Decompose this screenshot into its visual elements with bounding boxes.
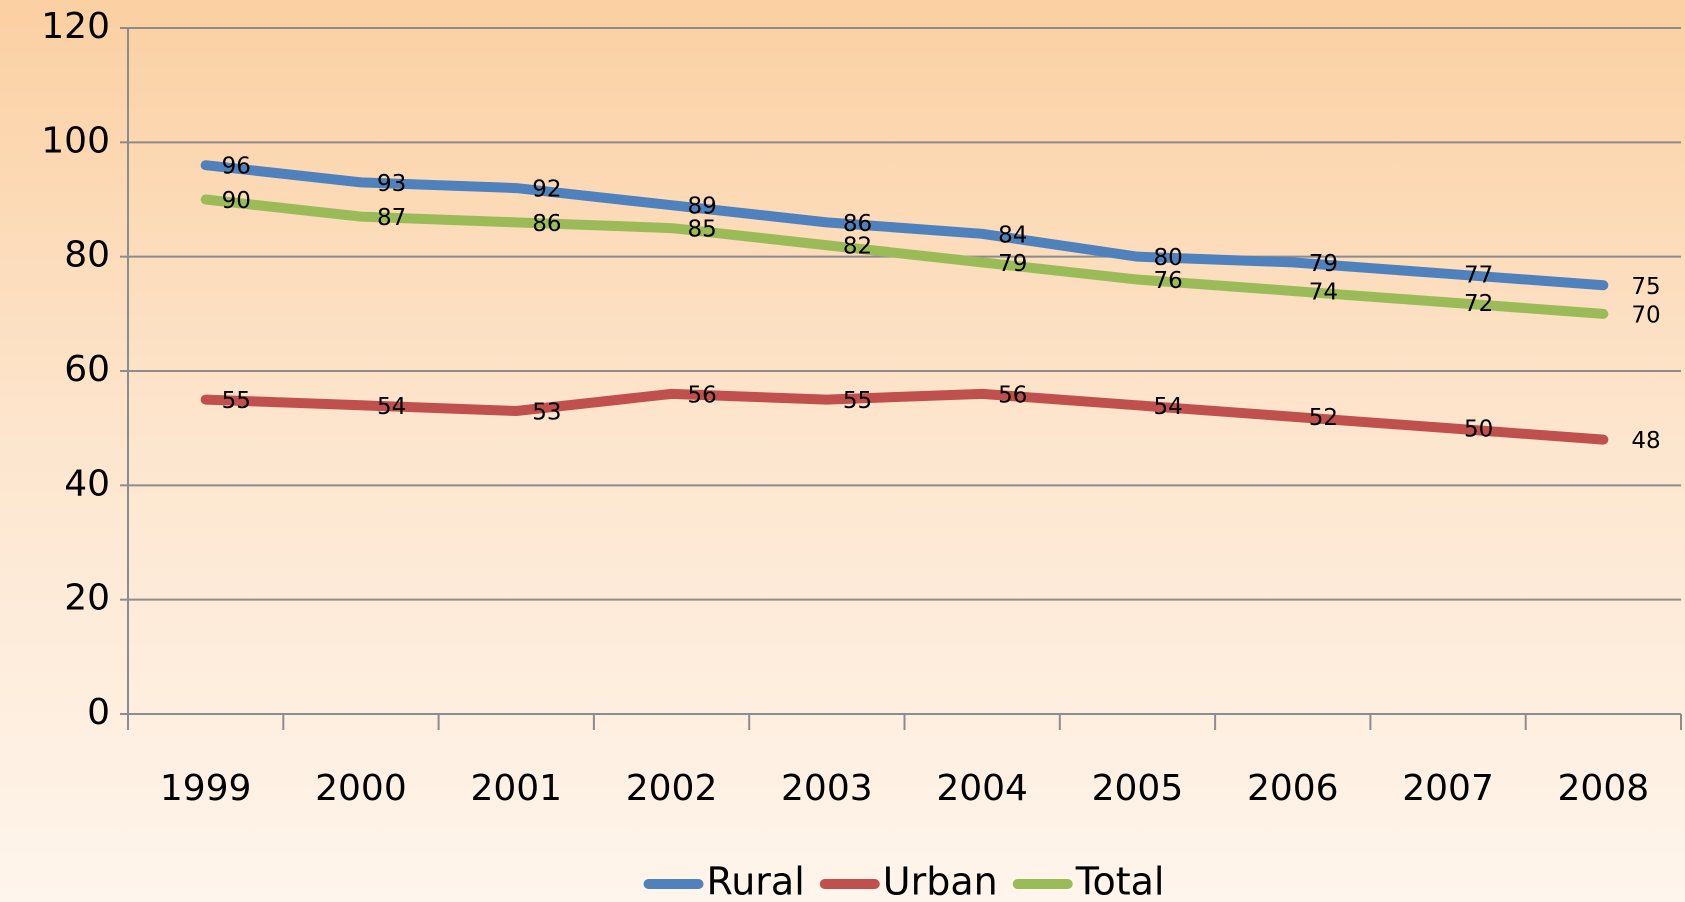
data-label: 82 xyxy=(843,234,872,260)
data-label: 90 xyxy=(222,188,251,214)
y-tick-label: 20 xyxy=(64,578,110,619)
data-label: 85 xyxy=(688,217,717,243)
data-label: 79 xyxy=(998,251,1027,277)
y-tick-label: 60 xyxy=(64,349,110,390)
data-label: 76 xyxy=(1153,268,1182,294)
data-label: 55 xyxy=(843,388,872,414)
data-label: 56 xyxy=(688,382,717,408)
data-label: 96 xyxy=(222,154,251,180)
series-line xyxy=(200,388,1609,445)
data-label: 89 xyxy=(688,194,717,220)
data-label: 84 xyxy=(998,222,1027,248)
legend-label: Urban xyxy=(883,860,998,902)
y-tick-label: 0 xyxy=(87,692,110,733)
x-tick-label: 2001 xyxy=(470,768,562,809)
legend-label: Total xyxy=(1075,860,1165,902)
data-label: 77 xyxy=(1464,262,1493,288)
y-tick-label: 40 xyxy=(64,463,110,504)
data-label: 50 xyxy=(1464,417,1493,443)
data-label: 72 xyxy=(1464,291,1493,317)
data-label: 87 xyxy=(377,205,406,231)
data-label: 54 xyxy=(377,394,406,420)
data-label: 53 xyxy=(532,400,561,426)
legend-label: Rural xyxy=(707,860,805,902)
data-label: 93 xyxy=(377,171,406,197)
data-label: 56 xyxy=(998,382,1027,408)
data-label: 74 xyxy=(1309,279,1338,305)
x-tick-label: 2003 xyxy=(781,768,873,809)
data-label: 86 xyxy=(843,211,872,237)
data-label: 86 xyxy=(532,211,561,237)
x-tick-label: 2005 xyxy=(1092,768,1184,809)
x-tick-label: 2000 xyxy=(315,768,407,809)
data-label: 75 xyxy=(1631,274,1660,300)
x-tick-label: 2006 xyxy=(1247,768,1339,809)
data-label: 70 xyxy=(1631,302,1660,328)
data-label: 80 xyxy=(1153,245,1182,271)
y-tick-label: 100 xyxy=(41,120,110,161)
data-label: 52 xyxy=(1309,405,1338,431)
x-tick-label: 1999 xyxy=(160,768,252,809)
x-tick-label: 2007 xyxy=(1402,768,1494,809)
y-tick-label: 80 xyxy=(64,235,110,276)
data-label: 79 xyxy=(1309,251,1338,277)
y-tick-label: 120 xyxy=(41,6,110,47)
x-tick-label: 2008 xyxy=(1558,768,1650,809)
x-tick-label: 2004 xyxy=(936,768,1028,809)
data-label: 55 xyxy=(222,388,251,414)
data-label: 92 xyxy=(532,177,561,203)
series-line xyxy=(200,160,1609,291)
data-label: 48 xyxy=(1631,428,1660,454)
data-label: 54 xyxy=(1153,394,1182,420)
x-tick-label: 2002 xyxy=(626,768,718,809)
series-line xyxy=(200,194,1609,319)
